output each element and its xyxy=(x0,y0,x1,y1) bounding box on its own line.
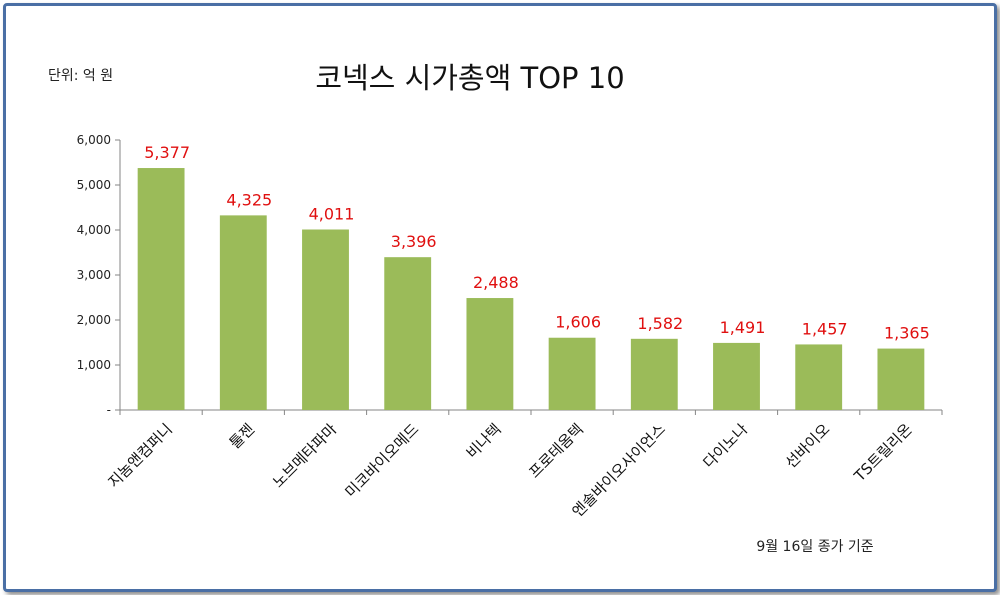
y-tick-label: 6,000 xyxy=(77,133,111,147)
data-label: 1,365 xyxy=(884,324,930,343)
category-label: 프로테옴텍 xyxy=(525,420,587,482)
y-tick-label: 5,000 xyxy=(77,178,111,192)
category-label: 툴젠 xyxy=(226,420,258,452)
data-label: 2,488 xyxy=(473,273,519,292)
data-label: 1,491 xyxy=(720,318,766,337)
bar xyxy=(466,298,514,410)
category-label: 노브메타파마 xyxy=(269,420,340,491)
category-label: 선바이오 xyxy=(782,420,834,472)
bar xyxy=(548,337,596,410)
category-label: 미코바이오메드 xyxy=(341,420,422,501)
data-label: 1,457 xyxy=(802,319,848,338)
bar xyxy=(795,344,843,410)
category-label: TS트릴리온 xyxy=(850,420,916,486)
bars xyxy=(137,168,925,410)
bar xyxy=(219,215,267,410)
bar xyxy=(630,338,678,410)
category-label: 비나텍 xyxy=(463,420,505,462)
bar xyxy=(302,229,349,410)
category-label: 다이노나 xyxy=(700,420,752,472)
data-label: 3,396 xyxy=(391,232,437,251)
bar xyxy=(713,342,760,410)
data-label: 1,582 xyxy=(637,314,683,333)
data-label: 5,377 xyxy=(144,143,190,162)
bar xyxy=(877,348,925,410)
chart-title: 코넥스 시가총액 TOP 10 xyxy=(315,61,624,95)
bar xyxy=(137,168,185,410)
data-labels: 5,377 4,325 4,011 3,396 2,488 1,606 1,582 1,491… xyxy=(144,143,930,343)
footnote: 9월 16일 종가 기준 xyxy=(756,539,873,555)
data-label: 1,606 xyxy=(555,313,601,332)
y-tick-label: 4,000 xyxy=(77,223,111,237)
y-tick-label: - xyxy=(107,403,111,417)
unit-label: 단위: 억 원 xyxy=(48,68,113,84)
y-tick-label: 3,000 xyxy=(77,268,111,282)
category-label: 지놈앤컴퍼니 xyxy=(105,420,176,491)
y-tick-label: 1,000 xyxy=(77,358,111,372)
y-tick-label: 2,000 xyxy=(77,313,111,327)
bar xyxy=(384,257,432,410)
data-label: 4,325 xyxy=(226,190,272,209)
data-label: 4,011 xyxy=(309,205,355,224)
